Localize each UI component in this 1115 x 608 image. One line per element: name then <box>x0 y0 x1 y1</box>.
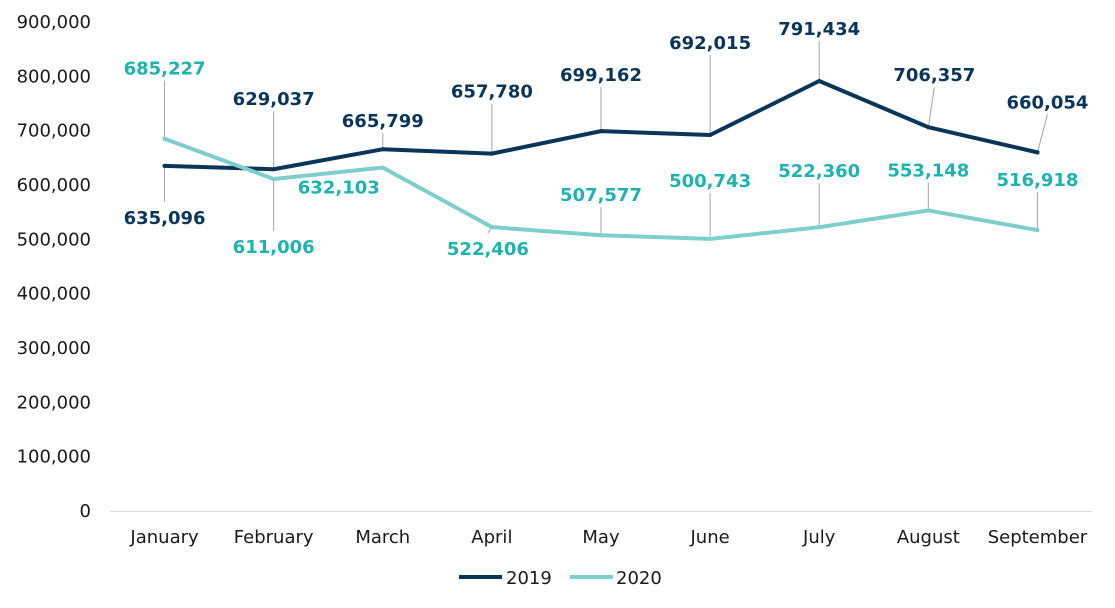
data-point-2019 <box>926 125 931 130</box>
leader-line-2019 <box>927 87 935 128</box>
data-label-2019: 692,015 <box>669 33 751 54</box>
data-point-2020 <box>271 177 276 182</box>
data-label-2019: 699,162 <box>560 65 642 86</box>
data-point-2019 <box>708 133 713 138</box>
leader-line-2019 <box>1036 114 1048 153</box>
y-tick-label: 100,000 <box>17 447 91 468</box>
data-label-2020: 516,918 <box>996 170 1078 191</box>
data-point-2020 <box>817 225 822 230</box>
data-label-2019: 635,096 <box>124 208 206 229</box>
y-tick-label: 0 <box>80 501 91 522</box>
y-tick-label: 700,000 <box>17 121 91 142</box>
data-point-2020 <box>489 225 494 230</box>
x-tick-label: April <box>471 527 512 548</box>
legend: 2019 2020 <box>459 568 662 589</box>
data-point-2019 <box>817 78 822 83</box>
y-tick-label: 800,000 <box>17 66 91 87</box>
data-point-2020 <box>1035 228 1040 233</box>
x-tick-label: August <box>897 527 960 548</box>
x-tick-label: September <box>988 527 1088 548</box>
data-label-2019: 660,054 <box>1006 92 1088 113</box>
y-tick-label: 900,000 <box>17 12 91 33</box>
x-tick-label: July <box>802 527 836 548</box>
data-point-2020 <box>708 236 713 241</box>
data-label-2019: 657,780 <box>451 82 533 103</box>
data-labels: 635,096 629,037 665,799 657,780 699,162 692,0… <box>124 19 1089 260</box>
data-label-2019: 706,357 <box>893 65 975 86</box>
data-label-2020: 500,743 <box>669 171 751 192</box>
data-label-2020: 685,227 <box>124 59 206 80</box>
data-label-2020: 507,577 <box>560 185 642 206</box>
legend-label-2020: 2020 <box>616 568 662 589</box>
y-tick-label: 500,000 <box>17 229 91 250</box>
data-label-2020: 522,360 <box>778 161 860 182</box>
data-point-2019 <box>489 151 494 156</box>
data-label-2020: 522,406 <box>447 239 529 260</box>
series-lines <box>162 78 1040 241</box>
x-tick-label: February <box>234 527 314 548</box>
data-label-2019: 665,799 <box>342 111 424 132</box>
y-tick-label: 600,000 <box>17 175 91 196</box>
data-label-2020: 632,103 <box>298 178 380 199</box>
data-label-2019: 791,434 <box>778 19 860 40</box>
data-label-2020: 553,148 <box>887 160 969 181</box>
x-axis: January February March April May June July Augu… <box>110 511 1092 548</box>
x-tick-label: May <box>582 527 620 548</box>
data-point-2020 <box>599 233 603 238</box>
y-tick-label: 300,000 <box>17 338 91 359</box>
legend-label-2019: 2019 <box>506 568 552 589</box>
x-tick-label: June <box>690 527 730 548</box>
y-axis: 0 100,000 200,000 300,000 400,000 500,000 600,… <box>17 12 91 522</box>
x-tick-label: January <box>129 527 199 548</box>
data-point-2019 <box>599 129 603 134</box>
x-tick-label: March <box>355 527 410 548</box>
data-point-2019 <box>380 147 385 152</box>
data-point-2020 <box>926 208 931 213</box>
data-point-2020 <box>162 136 167 141</box>
data-point-2020 <box>380 165 385 170</box>
y-tick-label: 400,000 <box>17 284 91 305</box>
y-tick-label: 200,000 <box>17 392 91 413</box>
data-point-2019 <box>1035 150 1040 155</box>
data-point-2019 <box>271 167 276 172</box>
data-label-2020: 611,006 <box>233 237 315 258</box>
data-label-2019: 629,037 <box>233 89 315 110</box>
data-point-2019 <box>162 163 167 168</box>
